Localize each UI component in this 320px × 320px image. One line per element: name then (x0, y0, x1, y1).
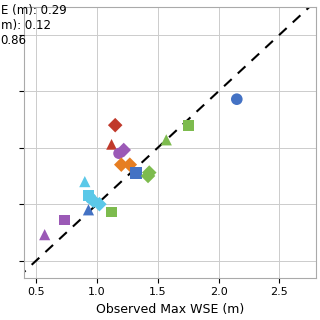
Point (133, 170, 139, 175)
Point (116, 151, 121, 156)
Point (234, 97, 239, 102)
Point (91, 198, 96, 203)
Point (42, 232, 47, 237)
Point (109, 210, 114, 215)
Point (186, 123, 191, 128)
Point (61, 217, 67, 222)
Point (113, 123, 118, 128)
Point (109, 142, 114, 147)
Point (147, 170, 152, 175)
Point (97, 202, 102, 207)
Point (82, 179, 87, 184)
Point (127, 162, 132, 167)
Text: E (m): 0.29
m): 0.12
0.86: E (m): 0.29 m): 0.12 0.86 (1, 4, 67, 47)
Point (164, 137, 169, 142)
Point (86, 193, 91, 198)
Point (146, 173, 151, 179)
Point (86, 207, 91, 212)
Point (119, 162, 124, 167)
Point (88, 196, 93, 201)
X-axis label: Observed Max WSE (m): Observed Max WSE (m) (96, 303, 244, 316)
Point (121, 148, 126, 153)
